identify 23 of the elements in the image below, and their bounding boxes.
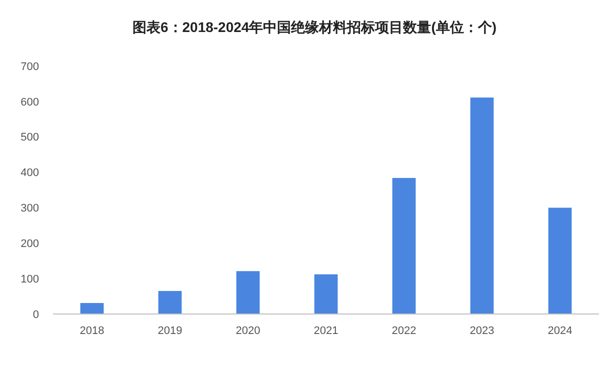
bar [158, 290, 182, 314]
bar [80, 303, 104, 314]
bar [470, 98, 494, 314]
x-tick-label: 2020 [236, 325, 260, 337]
bar [548, 208, 572, 314]
bar [314, 274, 338, 314]
x-tick-label: 2021 [314, 325, 338, 337]
bar [236, 271, 260, 314]
bar [392, 178, 416, 314]
y-tick-label: 300 [20, 202, 39, 215]
x-tick-label: 2019 [158, 325, 182, 337]
x-tick-label: 2022 [392, 325, 416, 337]
chart-title: 图表6：2018-2024年中国绝缘材料招标项目数量(单位：个) [132, 19, 497, 35]
y-tick-label: 100 [20, 273, 39, 286]
y-tick-label: 0 [32, 308, 39, 321]
y-tick-label: 500 [20, 132, 39, 144]
x-tick-label: 2023 [470, 325, 494, 337]
x-tick-label: 2018 [80, 325, 104, 337]
y-tick-label: 600 [20, 96, 39, 108]
y-tick-label: 400 [20, 167, 39, 180]
x-tick-label: 2024 [548, 325, 572, 337]
y-tick-label: 200 [20, 238, 39, 250]
y-tick-label: 700 [20, 60, 39, 73]
